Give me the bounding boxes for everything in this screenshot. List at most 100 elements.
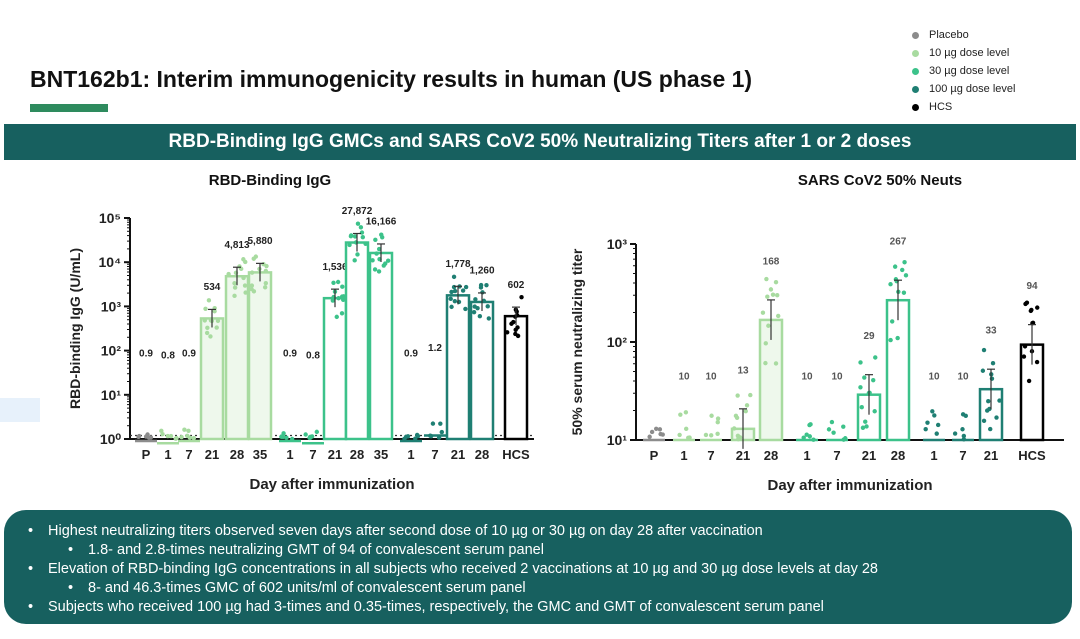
chart-igg: 10⁰ 10¹ 10² 10³ 10⁴ 10⁵ 0.9 P 0.8 1 0.9 7 534 21 4,813…	[67, 206, 534, 493]
data-point	[768, 287, 774, 292]
data-point	[715, 431, 720, 436]
data-point	[380, 235, 385, 240]
data-point	[249, 270, 255, 275]
legend-item-30ug: 30 µg dose level	[912, 62, 1072, 80]
data-point	[339, 311, 345, 316]
data-point	[263, 268, 269, 274]
data-point	[703, 432, 709, 438]
value-label: 0.9	[404, 348, 418, 359]
legend-marker-10ug	[912, 49, 919, 57]
value-label: 10	[831, 371, 843, 382]
note-text: Elevation of RBD-binding IgG concentrati…	[48, 561, 878, 577]
value-label: 0.9	[182, 348, 196, 359]
data-point	[658, 431, 663, 437]
data-point	[232, 293, 237, 299]
data-point	[334, 314, 339, 320]
data-point	[448, 296, 453, 302]
data-point	[980, 368, 986, 373]
data-point	[307, 435, 312, 441]
data-point	[923, 426, 928, 432]
value-label: 267	[890, 237, 907, 248]
data-point	[249, 286, 254, 292]
data-point	[519, 294, 524, 300]
data-point	[895, 335, 900, 341]
data-point	[471, 309, 477, 315]
data-point	[241, 275, 246, 281]
x-tick-label: 21	[328, 447, 342, 462]
data-point	[168, 433, 174, 439]
x-tick-label: 7	[185, 447, 192, 462]
value-label: 94	[1026, 281, 1038, 292]
data-point	[863, 419, 868, 424]
data-point	[347, 242, 352, 248]
data-point	[766, 323, 771, 328]
x-tick-label: 21	[451, 447, 465, 462]
data-point	[935, 422, 941, 428]
data-point	[146, 435, 152, 440]
data-point	[770, 292, 776, 297]
data-point	[994, 415, 999, 420]
data-point	[402, 436, 407, 442]
data-point	[202, 318, 207, 323]
data-point	[165, 433, 170, 439]
data-point	[451, 274, 457, 280]
x-tick-label: 7	[707, 448, 714, 463]
value-label: 168	[763, 256, 780, 267]
data-point	[709, 413, 714, 418]
legend-marker-30ug	[912, 67, 919, 75]
data-point	[826, 427, 832, 432]
legend-item-hcs: HCS	[912, 98, 1072, 116]
x-tick-label: 1	[407, 447, 414, 462]
value-label: 10	[957, 371, 969, 382]
data-point	[430, 421, 436, 426]
data-point	[376, 269, 382, 274]
data-point	[279, 434, 284, 439]
value-label: 29	[863, 331, 875, 342]
value-label: 10	[801, 371, 813, 382]
slide-edge-tab	[0, 398, 40, 422]
value-label: 0.9	[283, 348, 297, 359]
value-label: 10	[928, 371, 940, 382]
data-point	[251, 256, 256, 261]
data-point	[997, 398, 1002, 403]
data-point	[657, 427, 663, 432]
data-point	[952, 431, 958, 436]
data-point	[204, 330, 210, 336]
data-point	[1029, 307, 1034, 313]
data-point	[463, 306, 468, 312]
legend-marker-hcs	[912, 103, 919, 111]
data-point	[370, 258, 375, 263]
data-point	[981, 418, 987, 424]
data-point	[481, 298, 487, 304]
data-point	[182, 427, 187, 432]
data-point	[185, 433, 190, 439]
data-point	[372, 267, 378, 272]
data-point	[336, 296, 341, 301]
data-point	[206, 298, 212, 303]
note-text: Subjects who received 100 µg had 3-times…	[48, 599, 824, 615]
data-point	[934, 431, 939, 436]
data-point	[449, 289, 454, 295]
data-point	[773, 361, 779, 366]
data-point	[732, 426, 737, 431]
data-point	[478, 285, 484, 290]
data-point	[214, 325, 219, 330]
data-point	[452, 299, 458, 304]
data-point	[355, 221, 361, 226]
value-label: 5,880	[247, 236, 272, 247]
data-point	[331, 280, 336, 286]
note-text: 1.8- and 2.8-times neutralizing GMT of 9…	[88, 542, 544, 558]
data-point	[985, 408, 990, 413]
data-point	[449, 304, 454, 310]
data-point	[203, 306, 208, 311]
x-tick-label: 28	[230, 447, 244, 462]
value-label: 4,813	[224, 240, 249, 251]
y-tick-label: 10³	[101, 298, 122, 314]
bar	[247, 271, 273, 441]
bar	[224, 274, 250, 441]
legend-label: HCS	[929, 101, 953, 113]
bullet-icon: •	[68, 542, 74, 558]
data-point	[463, 284, 469, 290]
y-axis-title: 50% serum neutralizing titer	[569, 248, 585, 435]
chart-title-neuts: SARS CoV2 50% Neuts	[797, 172, 963, 189]
